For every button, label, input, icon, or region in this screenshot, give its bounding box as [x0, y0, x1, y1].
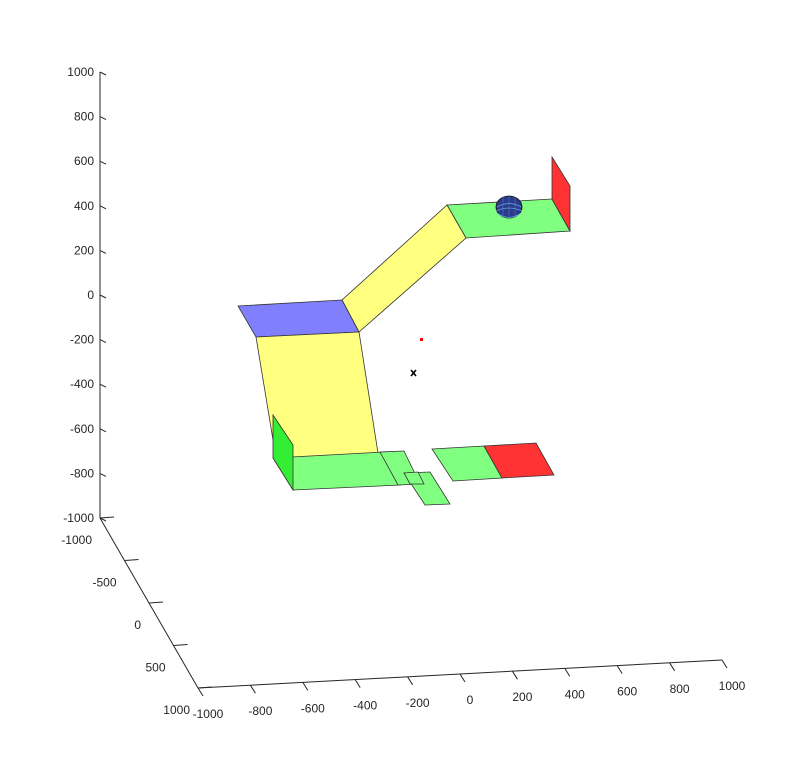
z-tick-label: -200 — [70, 333, 94, 347]
z-tick-label: 1000 — [67, 65, 94, 79]
surfaces — [237, 155, 571, 506]
x-tick-label: -400 — [353, 699, 377, 713]
z-tick-label: -800 — [70, 466, 94, 480]
axes — [99, 72, 723, 689]
upper-red-wall — [551, 155, 571, 233]
z-tick-label: -1000 — [63, 511, 94, 525]
y-tick-label: -500 — [92, 576, 116, 590]
x-tick-label: 1000 — [719, 679, 746, 693]
y-tick-label: 1000 — [163, 703, 190, 717]
green-step-overlap — [403, 471, 425, 485]
z-tick-label: 600 — [74, 154, 94, 168]
x-tick-label: -800 — [248, 704, 272, 718]
z-tick-label: 0 — [87, 288, 94, 302]
z-tick-label: 800 — [74, 110, 94, 124]
y-tick-label: 0 — [134, 618, 141, 632]
lower-right-red-floor — [483, 442, 555, 479]
z-tick-label: -600 — [70, 422, 94, 436]
x-tick-label: 0 — [467, 693, 474, 707]
black-cross-marker — [410, 369, 417, 377]
x-tick-label: -1000 — [193, 707, 224, 721]
x-tick-label: 800 — [670, 682, 690, 696]
x-tick-label: 600 — [617, 685, 637, 699]
upper-yellow-ramp — [341, 204, 467, 333]
z-tick-label: -400 — [70, 377, 94, 391]
red-point-marker — [420, 338, 423, 341]
y-axis-ticks: -1000 -500 0 500 1000 — [61, 516, 213, 717]
z-axis-ticks: 1000 800 600 400 200 0 -200 -400 -600 -800 -1000 — [63, 65, 107, 525]
x-tick-label: 400 — [565, 687, 585, 701]
x-tick-label: -200 — [406, 696, 430, 710]
z-tick-label: 400 — [74, 199, 94, 213]
lower-green-wall — [272, 413, 294, 492]
x-tick-label: -600 — [301, 701, 325, 715]
sphere — [495, 195, 523, 219]
y-tick-label: 500 — [145, 661, 165, 675]
x-tick-label: 200 — [512, 690, 532, 704]
y-tick-label: -1000 — [61, 533, 92, 547]
x-axis-ticks: -1000 -800 -600 -400 -200 0 200 400 600 800 1000 — [193, 659, 746, 721]
z-tick-label: 200 — [74, 243, 94, 257]
blue-platform — [237, 299, 360, 338]
